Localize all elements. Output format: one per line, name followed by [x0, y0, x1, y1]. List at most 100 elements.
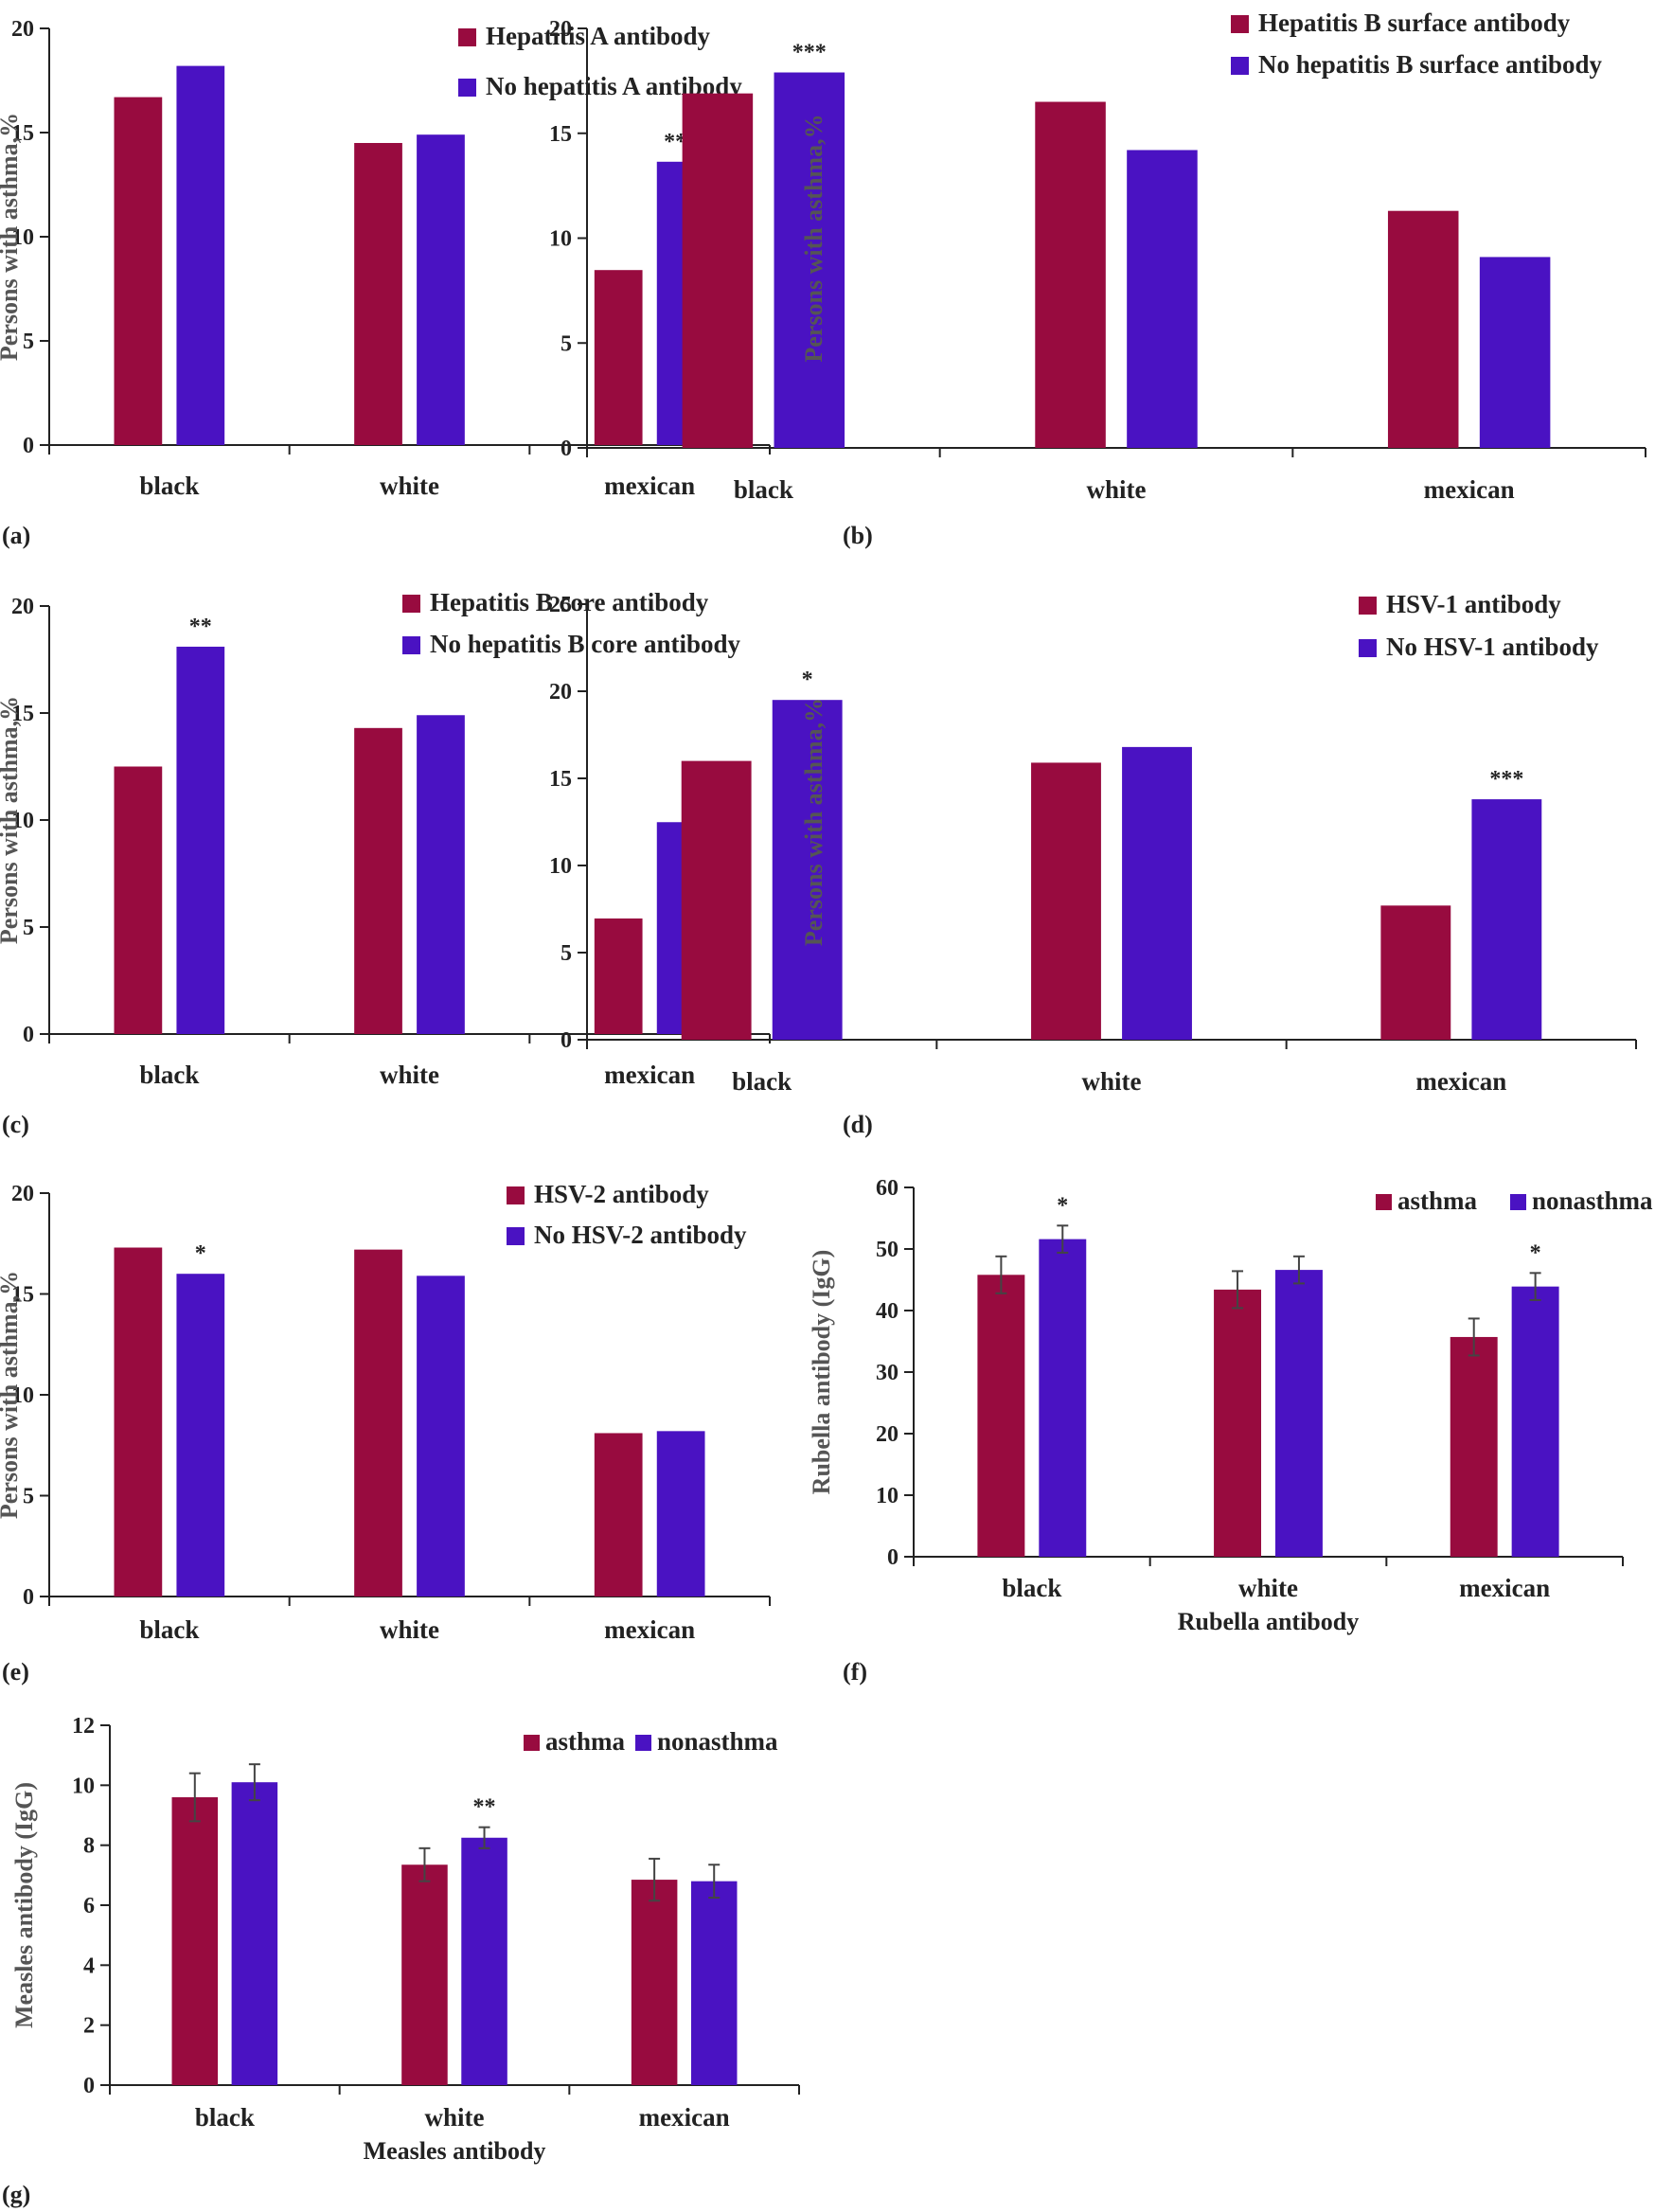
chart-panel-g: 0 2 4 6 8 10 12 black white mexican ** Measles anti… [2, 1714, 800, 2208]
category-label: black [732, 1067, 792, 1096]
legend-swatch [1231, 57, 1249, 75]
category-label: black [139, 472, 199, 500]
legend: HSV-1 antibody No HSV-1 antibody [1359, 590, 1599, 661]
legend-swatch [1359, 597, 1377, 615]
bar-asthma [171, 1797, 219, 2085]
bar-hepatitis-b-surface-antibody [682, 93, 754, 448]
chart-panel-b: 0 5 10 15 20 black white mexican *** Persons with… [549, 9, 1646, 549]
bar-hsv-1-antibody [1031, 762, 1101, 1040]
significance-marker: *** [792, 41, 827, 65]
bar-hepatitis-b-core-antibody [594, 918, 643, 1034]
y-tick-label: 12 [72, 1714, 95, 1739]
legend: Hepatitis B core antibody No hepatitis B … [402, 588, 741, 658]
legend-label: No hepatitis B surface antibody [1258, 50, 1603, 79]
significance-marker: * [1530, 1240, 1541, 1265]
panel-label: (a) [2, 522, 30, 549]
bar-no-hepatitis-b-surface-antibody [774, 72, 845, 448]
y-tick-label: 15 [11, 702, 34, 726]
y-tick-label: 10 [549, 227, 572, 252]
bar-no-hsv-2-antibody [417, 1275, 465, 1597]
legend: asthma nonasthma [524, 1727, 778, 1756]
y-tick-label: 30 [876, 1361, 899, 1385]
bar-hepatitis-a-antibody [114, 97, 163, 445]
legend: Hepatitis B surface antibody No hepatitis… [1231, 9, 1603, 79]
y-axis-title: Persons with asthma,% [0, 113, 23, 361]
legend-label: Hepatitis B core antibody [430, 588, 709, 616]
legend-swatch [402, 636, 420, 654]
y-tick-label: 5 [561, 331, 572, 356]
legend-swatch [1376, 1194, 1392, 1210]
category-label: mexican [639, 2103, 730, 2132]
bar-no-hsv-1-antibody [1122, 746, 1192, 1040]
bar-no-hepatitis-b-surface-antibody [1127, 150, 1198, 448]
legend-swatch [524, 1735, 540, 1751]
y-tick-label: 10 [11, 1383, 34, 1408]
category-label: black [195, 2103, 255, 2132]
bar-asthma [1214, 1289, 1262, 1557]
legend-label: asthma [1397, 1186, 1478, 1215]
y-tick-label: 0 [23, 1023, 34, 1047]
category-label: white [1082, 1067, 1142, 1096]
legend-label: asthma [545, 1727, 626, 1756]
category-label: white [380, 1615, 439, 1644]
y-tick-label: 15 [11, 1283, 34, 1308]
significance-marker: * [802, 668, 813, 692]
bar-asthma [631, 1880, 678, 2085]
bar-hsv-1-antibody [1380, 905, 1451, 1040]
legend-swatch [1359, 639, 1377, 657]
y-axis-title: Persons with asthma,% [0, 1271, 23, 1519]
y-tick-label: 8 [83, 1834, 95, 1859]
bar-no-hsv-2-antibody [656, 1431, 705, 1597]
y-tick-label: 0 [561, 437, 572, 461]
y-tick-label: 0 [83, 2074, 95, 2098]
legend-label: nonasthma [1532, 1186, 1653, 1215]
legend-label: No HSV-2 antibody [534, 1221, 747, 1249]
y-tick-label: 20 [549, 680, 572, 705]
y-tick-label: 20 [11, 17, 34, 42]
bar-no-hsv-1-antibody [1471, 799, 1542, 1040]
y-tick-label: 6 [83, 1894, 95, 1918]
legend-swatch [402, 595, 420, 613]
legend-label: HSV-2 antibody [534, 1180, 709, 1208]
category-label: mexican [604, 1615, 695, 1644]
y-axis-title: Persons with asthma,% [800, 114, 828, 362]
bar-no-hsv-2-antibody [176, 1274, 225, 1597]
legend-swatch [458, 79, 476, 97]
bar-nonasthma [461, 1837, 507, 2085]
y-tick-label: 20 [11, 1182, 34, 1206]
bar-asthma [977, 1275, 1025, 1557]
y-axis-title: Persons with asthma,% [800, 698, 828, 946]
legend-label: No HSV-1 antibody [1386, 633, 1599, 661]
bar-nonasthma [1511, 1286, 1559, 1557]
panel-label: (e) [2, 1658, 29, 1686]
legend-label: Hepatitis B surface antibody [1258, 9, 1571, 37]
chart-panel-e: 0 5 10 15 20 black white mexican * Persons with a… [0, 1180, 771, 1686]
bar-no-hepatitis-a-antibody [176, 65, 225, 445]
bar-nonasthma [1039, 1239, 1087, 1557]
y-tick-label: 40 [876, 1299, 899, 1324]
legend-label: nonasthma [657, 1727, 778, 1756]
y-tick-label: 5 [23, 1485, 34, 1509]
x-axis-title: Measles antibody [364, 2137, 546, 2165]
legend-swatch [507, 1227, 525, 1245]
significance-marker: *** [1489, 767, 1523, 792]
y-tick-label: 60 [876, 1176, 899, 1201]
bar-asthma [1450, 1336, 1498, 1557]
y-tick-label: 0 [23, 1585, 34, 1610]
panel-label: (c) [2, 1111, 29, 1138]
category-label: white [380, 472, 439, 500]
bar-no-hepatitis-b-surface-antibody [1479, 257, 1551, 448]
y-tick-label: 5 [23, 330, 34, 354]
y-tick-label: 10 [11, 809, 34, 833]
y-tick-label: 10 [549, 854, 572, 879]
category-label: mexican [1424, 475, 1515, 504]
category-label: mexican [604, 1061, 695, 1089]
significance-marker: ** [189, 615, 212, 639]
y-tick-label: 5 [23, 916, 34, 940]
y-axis-title: Rubella antibody (IgG) [808, 1250, 835, 1495]
legend-swatch [507, 1186, 525, 1204]
x-axis-title: Rubella antibody [1178, 1608, 1359, 1635]
bar-hepatitis-a-antibody [594, 270, 643, 445]
